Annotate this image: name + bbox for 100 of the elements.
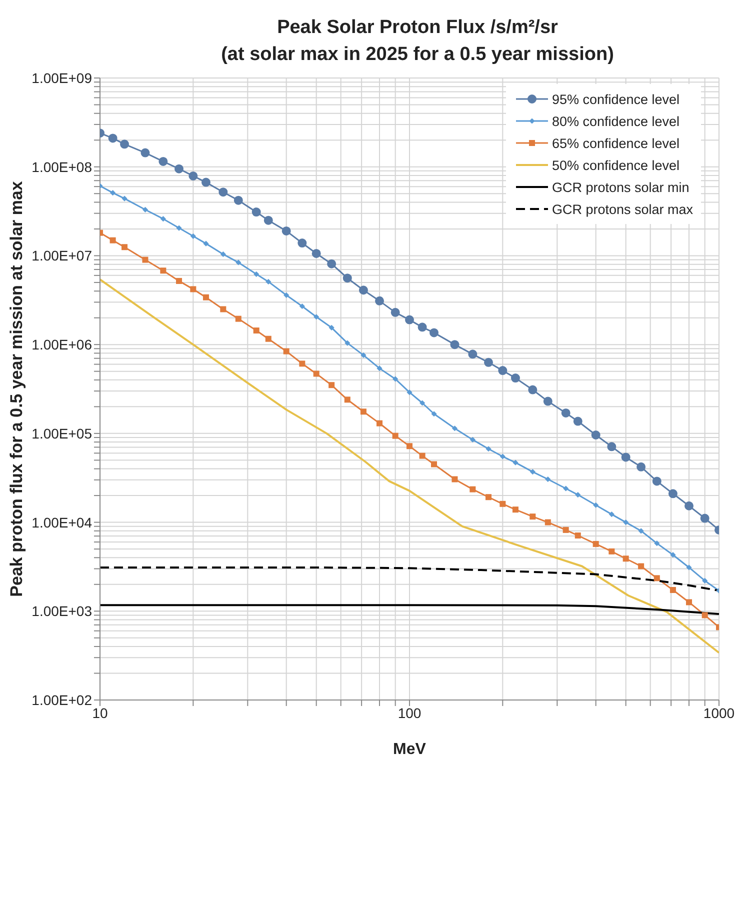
- point: [235, 316, 242, 322]
- point: [592, 540, 599, 547]
- point: [405, 315, 414, 324]
- chart-subtitle: (at solar max in 2025 for a 0.5 year mission): [220, 43, 615, 67]
- point: [140, 148, 150, 158]
- y-tick-label: 1.00E+04: [32, 514, 92, 530]
- point: [218, 188, 228, 197]
- point: [452, 476, 458, 482]
- point: [562, 526, 569, 533]
- point: [376, 366, 382, 372]
- point: [392, 376, 398, 382]
- point: [593, 502, 599, 508]
- y-tick-label: 1.00E+05: [32, 425, 92, 442]
- point: [360, 408, 366, 415]
- point: [470, 436, 476, 442]
- point: [236, 260, 242, 266]
- legend-label: 80% confidence level: [552, 114, 680, 128]
- y-tick-label: 1.00E+06: [32, 336, 92, 353]
- point: [561, 408, 570, 418]
- x-axis-title: MeV: [393, 741, 426, 758]
- y-tick-label: 1.00E+02: [32, 692, 92, 708]
- point: [608, 511, 614, 518]
- point: [327, 259, 336, 268]
- point: [638, 528, 644, 534]
- point: [607, 442, 616, 452]
- point: [544, 519, 551, 526]
- point: [298, 238, 307, 248]
- point: [608, 548, 615, 554]
- point: [638, 563, 644, 570]
- point: [702, 578, 708, 584]
- legend-label: GCR protons solar max: [552, 202, 693, 216]
- point: [299, 303, 305, 310]
- point: [220, 251, 226, 257]
- point: [654, 575, 660, 582]
- point: [700, 514, 710, 523]
- point: [686, 599, 692, 606]
- legend-label: 50% confidence level: [552, 158, 680, 172]
- point: [328, 324, 334, 330]
- point: [190, 286, 196, 292]
- legend-label: 65% confidence level: [552, 136, 680, 150]
- point: [390, 308, 400, 317]
- point: [486, 446, 492, 452]
- point: [668, 489, 678, 498]
- point: [686, 564, 692, 570]
- point: [702, 612, 708, 618]
- point: [622, 556, 629, 562]
- point: [299, 360, 306, 367]
- point: [312, 248, 321, 258]
- point: [623, 519, 629, 526]
- point: [344, 340, 350, 346]
- point: [328, 382, 335, 388]
- point: [468, 350, 478, 359]
- y-tick-label: 1.00E+07: [32, 248, 92, 264]
- point: [313, 370, 320, 377]
- point: [500, 500, 506, 507]
- legend-label: 95% confidence level: [552, 92, 680, 106]
- point: [160, 216, 166, 222]
- x-tick-label: 1000: [703, 704, 735, 721]
- point: [220, 306, 226, 312]
- point: [530, 468, 536, 475]
- point: [375, 296, 384, 306]
- point: [234, 196, 243, 205]
- point: [450, 340, 460, 350]
- point: [652, 476, 662, 486]
- point: [621, 452, 630, 462]
- point: [376, 420, 383, 426]
- point: [406, 390, 412, 396]
- point: [591, 430, 600, 440]
- point: [142, 256, 148, 263]
- point: [452, 426, 458, 432]
- point: [358, 286, 368, 295]
- point: [500, 454, 506, 460]
- point: [188, 171, 198, 180]
- point: [636, 462, 646, 472]
- point: [563, 486, 569, 492]
- x-tick-label: 100: [398, 704, 422, 721]
- y-axis-title: Peak proton flux for a 0.5 year mission at solar max: [7, 180, 26, 597]
- point: [283, 348, 290, 354]
- point: [528, 385, 538, 394]
- point: [342, 274, 352, 283]
- point: [530, 514, 536, 520]
- point: [284, 292, 290, 298]
- legend-label: GCR protons solar min: [552, 180, 690, 194]
- point: [360, 352, 366, 358]
- point: [670, 552, 676, 558]
- point: [392, 432, 398, 439]
- chart-title: Peak Solar Proton Flux /s/m²/sr: [276, 16, 559, 40]
- point: [684, 501, 694, 510]
- point: [654, 540, 660, 546]
- y-tick-label: 1.00E+08: [32, 158, 92, 175]
- point: [406, 443, 412, 450]
- point: [470, 486, 476, 492]
- point: [545, 476, 551, 482]
- point: [282, 226, 291, 236]
- point: [344, 396, 350, 403]
- x-tick-label: 10: [92, 704, 108, 721]
- point: [314, 314, 320, 320]
- point: [543, 396, 552, 406]
- y-tick-label: 1.00E+09: [32, 70, 92, 86]
- y-tick-label: 1.00E+03: [32, 603, 92, 620]
